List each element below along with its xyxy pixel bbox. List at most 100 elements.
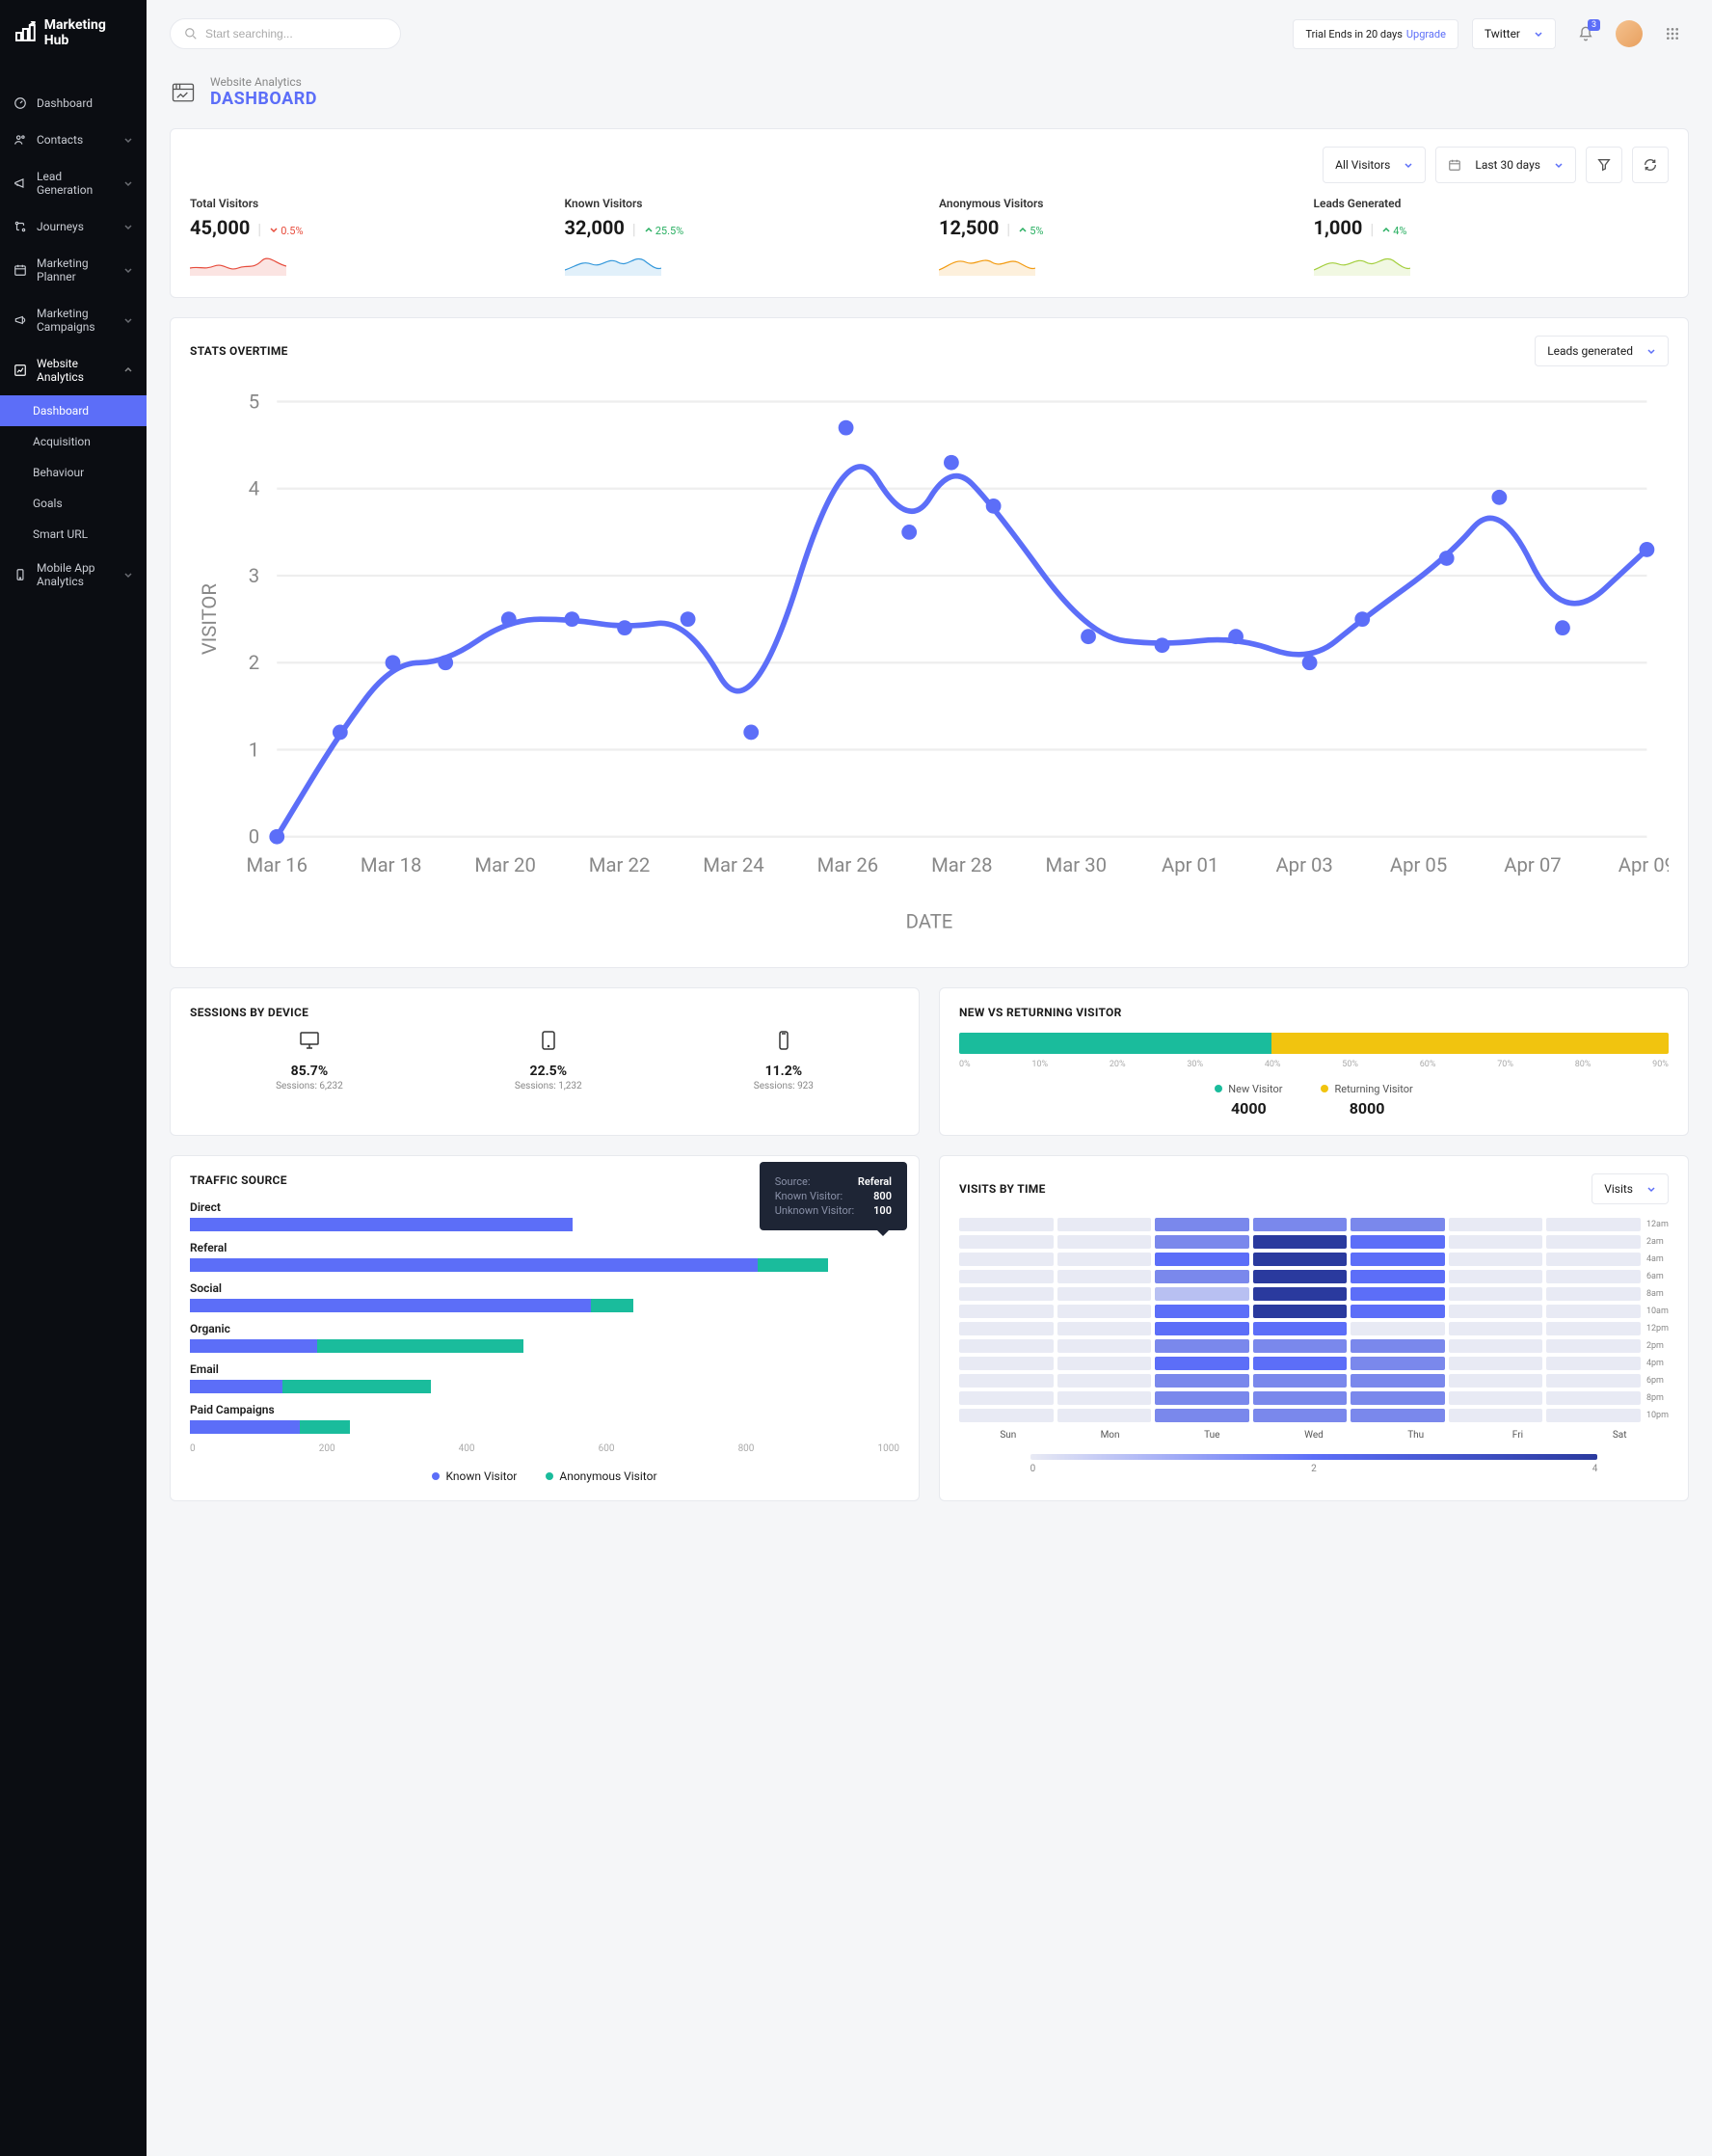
chevron-down-icon (123, 135, 133, 145)
returning-visitor-segment (1271, 1033, 1669, 1054)
search-box[interactable] (170, 18, 401, 49)
nav-item-journeys[interactable]: Journeys (0, 208, 147, 245)
traffic-tooltip: Source:Referal Known Visitor:800 Unknown… (760, 1162, 907, 1230)
heat-cell (1253, 1235, 1348, 1249)
heat-cell (959, 1235, 1054, 1249)
kpi-total-visitors: Total Visitors 45,000 | 0.5% (190, 197, 546, 280)
heat-cell (1449, 1235, 1543, 1249)
gauge-icon (13, 96, 27, 110)
nav-sub-item-behaviour[interactable]: Behaviour (0, 457, 147, 488)
nav-sub-item-dashboard[interactable]: Dashboard (0, 395, 147, 426)
heat-cell (1449, 1305, 1543, 1318)
chevron-down-icon (1554, 160, 1564, 170)
svg-text:Apr 01: Apr 01 (1162, 853, 1218, 876)
logo: Marketing Hub (0, 0, 147, 66)
heat-cell (1155, 1391, 1249, 1405)
svg-text:Mar 18: Mar 18 (361, 853, 422, 876)
visits-metric-dropdown[interactable]: Visits (1592, 1173, 1669, 1204)
search-input[interactable] (205, 27, 387, 40)
stats-overtime-title: STATS OVERTIME (190, 344, 288, 358)
nav-item-lead-generation[interactable]: Lead Generation (0, 158, 147, 208)
heat-cell (1057, 1218, 1152, 1231)
svg-text:Mar 22: Mar 22 (589, 853, 651, 876)
heat-cell (1253, 1270, 1348, 1283)
heat-cell (1253, 1305, 1348, 1318)
heat-cell (959, 1339, 1054, 1353)
heat-cell (1057, 1409, 1152, 1422)
heat-cell (1546, 1409, 1641, 1422)
heat-cell (1155, 1287, 1249, 1301)
desktop-icon (298, 1029, 321, 1052)
heat-cell (1155, 1235, 1249, 1249)
heat-cell (1155, 1409, 1249, 1422)
heat-cell (1057, 1305, 1152, 1318)
heat-cell (1253, 1253, 1348, 1266)
notifications-button[interactable]: 3 (1569, 17, 1602, 50)
notification-badge: 3 (1588, 19, 1600, 31)
nav-sub-item-goals[interactable]: Goals (0, 488, 147, 519)
account-dropdown[interactable]: Twitter (1472, 18, 1556, 49)
legend-anonymous-visitor: Anonymous Visitor (546, 1469, 656, 1483)
heat-cell (1546, 1322, 1641, 1335)
svg-text:Mar 24: Mar 24 (703, 853, 764, 876)
heat-cell (1449, 1339, 1543, 1353)
heatmap-scale (1030, 1454, 1598, 1460)
users-icon (13, 133, 27, 147)
nav-item-marketing-planner[interactable]: Marketing Planner (0, 245, 147, 295)
heat-cell (1253, 1218, 1348, 1231)
sparkline (1314, 249, 1410, 276)
heat-cell (1351, 1305, 1445, 1318)
nav-item-contacts[interactable]: Contacts (0, 121, 147, 158)
nav-item-website-analytics[interactable]: Website Analytics (0, 345, 147, 395)
heat-cell (1057, 1287, 1152, 1301)
legend-returning-visitor: Returning Visitor8000 (1321, 1083, 1412, 1118)
chevron-down-icon (123, 222, 133, 231)
heat-cell (1253, 1287, 1348, 1301)
svg-text:Apr 09: Apr 09 (1618, 853, 1669, 876)
trial-banner: Trial Ends in 20 days Upgrade (1293, 19, 1458, 49)
visitor-filter-dropdown[interactable]: All Visitors (1323, 147, 1426, 183)
megaphone-icon (13, 176, 27, 190)
traffic-row-paid-campaigns: Paid Campaigns (190, 1403, 899, 1434)
stats-metric-dropdown[interactable]: Leads generated (1535, 336, 1669, 366)
apps-grid-button[interactable] (1656, 17, 1689, 50)
nav-item-marketing-campaigns[interactable]: Marketing Campaigns (0, 295, 147, 345)
heat-cell (1155, 1270, 1249, 1283)
funnel-icon (1596, 157, 1612, 173)
heat-cell (1057, 1357, 1152, 1370)
traffic-row-referal: Referal (190, 1241, 899, 1272)
heat-cell (1449, 1391, 1543, 1405)
heat-cell (1057, 1322, 1152, 1335)
upgrade-link[interactable]: Upgrade (1406, 28, 1446, 40)
svg-text:VISITOR: VISITOR (198, 583, 221, 656)
heat-cell (1449, 1287, 1543, 1301)
mobile-icon (13, 568, 27, 581)
chevron-down-icon (1646, 346, 1656, 356)
sessions-by-device-title: SESSIONS BY DEVICE (190, 1006, 899, 1019)
nav-item-mobile-app-analytics[interactable]: Mobile App Analytics (0, 550, 147, 600)
svg-text:Mar 16: Mar 16 (247, 853, 308, 876)
svg-text:2: 2 (249, 651, 259, 674)
heat-cell (1449, 1409, 1543, 1422)
stats-overtime-chart: 012345Mar 16Mar 18Mar 20Mar 22Mar 24Mar … (190, 380, 1669, 950)
refresh-button[interactable] (1632, 147, 1669, 183)
heat-cell (959, 1270, 1054, 1283)
heat-cell (1057, 1270, 1152, 1283)
chevron-down-icon (123, 265, 133, 275)
apps-grid-icon (1665, 26, 1680, 41)
avatar[interactable] (1616, 20, 1643, 47)
heat-cell (1351, 1374, 1445, 1388)
date-range-dropdown[interactable]: Last 30 days (1435, 147, 1576, 183)
chart-icon (13, 364, 27, 377)
nav-sub-item-smart-url[interactable]: Smart URL (0, 519, 147, 550)
heat-cell (1155, 1305, 1249, 1318)
sparkline (190, 249, 286, 276)
nav-sub-item-acquisition[interactable]: Acquisition (0, 426, 147, 457)
heat-cell (959, 1253, 1054, 1266)
new-vs-returning-bar (959, 1033, 1669, 1054)
nav-item-dashboard[interactable]: Dashboard (0, 85, 147, 121)
chevron-down-icon (123, 178, 133, 188)
heat-cell (1351, 1391, 1445, 1405)
heat-cell (1351, 1270, 1445, 1283)
filter-button[interactable] (1586, 147, 1622, 183)
